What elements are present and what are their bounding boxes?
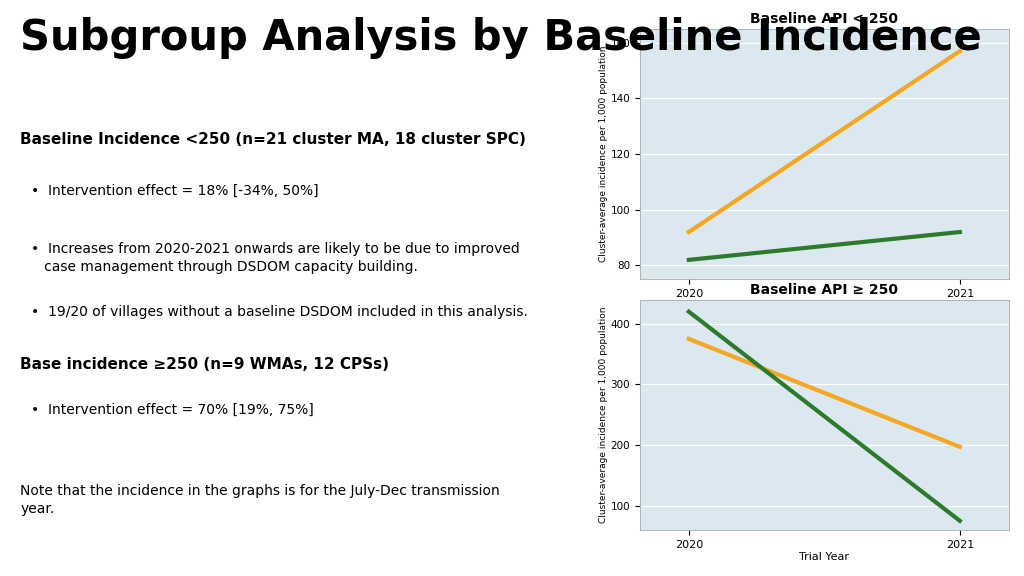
Text: Subgroup Analysis by Baseline Incidence: Subgroup Analysis by Baseline Incidence xyxy=(20,17,982,59)
Y-axis label: Cluster-average incidence per 1,000 population: Cluster-average incidence per 1,000 popu… xyxy=(599,306,608,523)
Y-axis label: Cluster-average incidence per 1,000 population: Cluster-average incidence per 1,000 popu… xyxy=(599,46,608,262)
Title: Baseline API < 250: Baseline API < 250 xyxy=(751,12,898,26)
Text: •  Intervention effect = 70% [19%, 75%]: • Intervention effect = 70% [19%, 75%] xyxy=(31,403,313,417)
Text: •  Intervention effect = 18% [-34%, 50%]: • Intervention effect = 18% [-34%, 50%] xyxy=(31,184,318,198)
Text: Note that the incidence in the graphs is for the July-Dec transmission
year.: Note that the incidence in the graphs is… xyxy=(20,484,501,516)
Title: Baseline API ≥ 250: Baseline API ≥ 250 xyxy=(751,283,898,297)
Text: Baseline Incidence <250 (n=21 cluster MA, 18 cluster SPC): Baseline Incidence <250 (n=21 cluster MA… xyxy=(20,132,526,147)
X-axis label: Trial Year: Trial Year xyxy=(800,552,849,562)
X-axis label: Trial Year: Trial Year xyxy=(800,302,849,312)
Text: Base incidence ≥250 (n=9 WMAs, 12 CPSs): Base incidence ≥250 (n=9 WMAs, 12 CPSs) xyxy=(20,357,389,372)
Text: •  19/20 of villages without a baseline DSDOM included in this analysis.: • 19/20 of villages without a baseline D… xyxy=(31,305,527,319)
Text: •  Increases from 2020-2021 onwards are likely to be due to improved
   case man: • Increases from 2020-2021 onwards are l… xyxy=(31,242,519,274)
